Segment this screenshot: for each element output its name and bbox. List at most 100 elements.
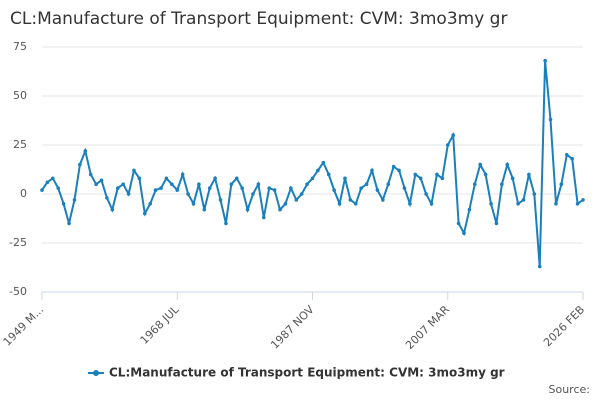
point [164,176,169,181]
point [505,162,510,167]
point [45,180,50,185]
point [197,182,201,186]
point [88,172,93,177]
point [543,58,547,63]
point [413,172,418,177]
point [234,176,239,181]
x-tick-label: 1949 M... [1,303,47,349]
point [191,202,196,206]
point [105,196,109,200]
point [462,231,466,235]
point [83,149,88,153]
y-tick-label: 0 [20,187,27,200]
point [218,198,223,202]
point [478,162,483,167]
point [332,188,336,192]
point [467,207,472,212]
point [186,192,190,196]
point [337,202,342,206]
point [175,188,180,192]
y-tick-label: 50 [13,89,27,102]
point [110,207,115,212]
point [148,202,152,206]
point [256,182,261,186]
chart-title: CL:Manufacture of Transport Equipment: C… [10,9,507,29]
point [494,221,499,226]
point [240,186,244,190]
point [142,211,147,216]
point [51,176,55,181]
point [251,192,255,196]
point [527,172,531,177]
point [435,172,439,177]
point [381,198,385,202]
point [516,202,520,206]
point [326,172,331,177]
point [489,202,493,206]
point [548,117,553,122]
point [299,192,304,196]
point [418,176,423,181]
point [483,172,488,177]
point [40,188,44,192]
point [581,198,585,202]
point [202,207,207,212]
point [554,202,558,206]
point [559,182,564,186]
point [343,176,347,181]
point [402,186,407,190]
legend-marker [93,370,99,376]
point [500,182,504,186]
x-tick-label: 1968 JUL [138,302,182,346]
point [521,198,526,202]
point [94,182,98,186]
point [121,182,125,186]
point [56,186,61,190]
point [278,207,282,212]
point [207,186,212,190]
point [473,182,477,186]
point [456,221,461,226]
point [153,188,158,192]
legend-label: CL:Manufacture of Transport Equipment: C… [109,366,505,380]
point [137,176,142,181]
point [126,192,131,196]
source: Source: [549,383,591,396]
point [262,215,266,220]
point [424,192,428,196]
point [132,168,136,173]
point [272,188,277,192]
point [445,143,450,147]
y-tick-label: 75 [13,40,27,53]
point [224,221,228,226]
point [294,198,299,202]
point [310,176,315,181]
point [570,156,574,161]
point [537,264,542,269]
point [99,178,104,183]
point [353,202,358,206]
point [375,188,380,192]
point [408,202,412,206]
point [159,186,163,190]
point [440,176,445,181]
point [180,172,185,177]
point [397,168,401,173]
series-line [41,60,584,267]
point [316,168,320,173]
x-tick-label: 1987 NOV [268,303,317,352]
point [229,182,234,186]
point [289,186,293,190]
point [348,198,353,202]
point [386,182,391,186]
point [321,160,326,165]
point [532,192,537,196]
x-tick-label: 2007 MAR [403,303,452,352]
point [575,202,580,206]
point [115,186,120,190]
point [283,202,288,206]
point [429,202,434,206]
point [267,186,272,190]
